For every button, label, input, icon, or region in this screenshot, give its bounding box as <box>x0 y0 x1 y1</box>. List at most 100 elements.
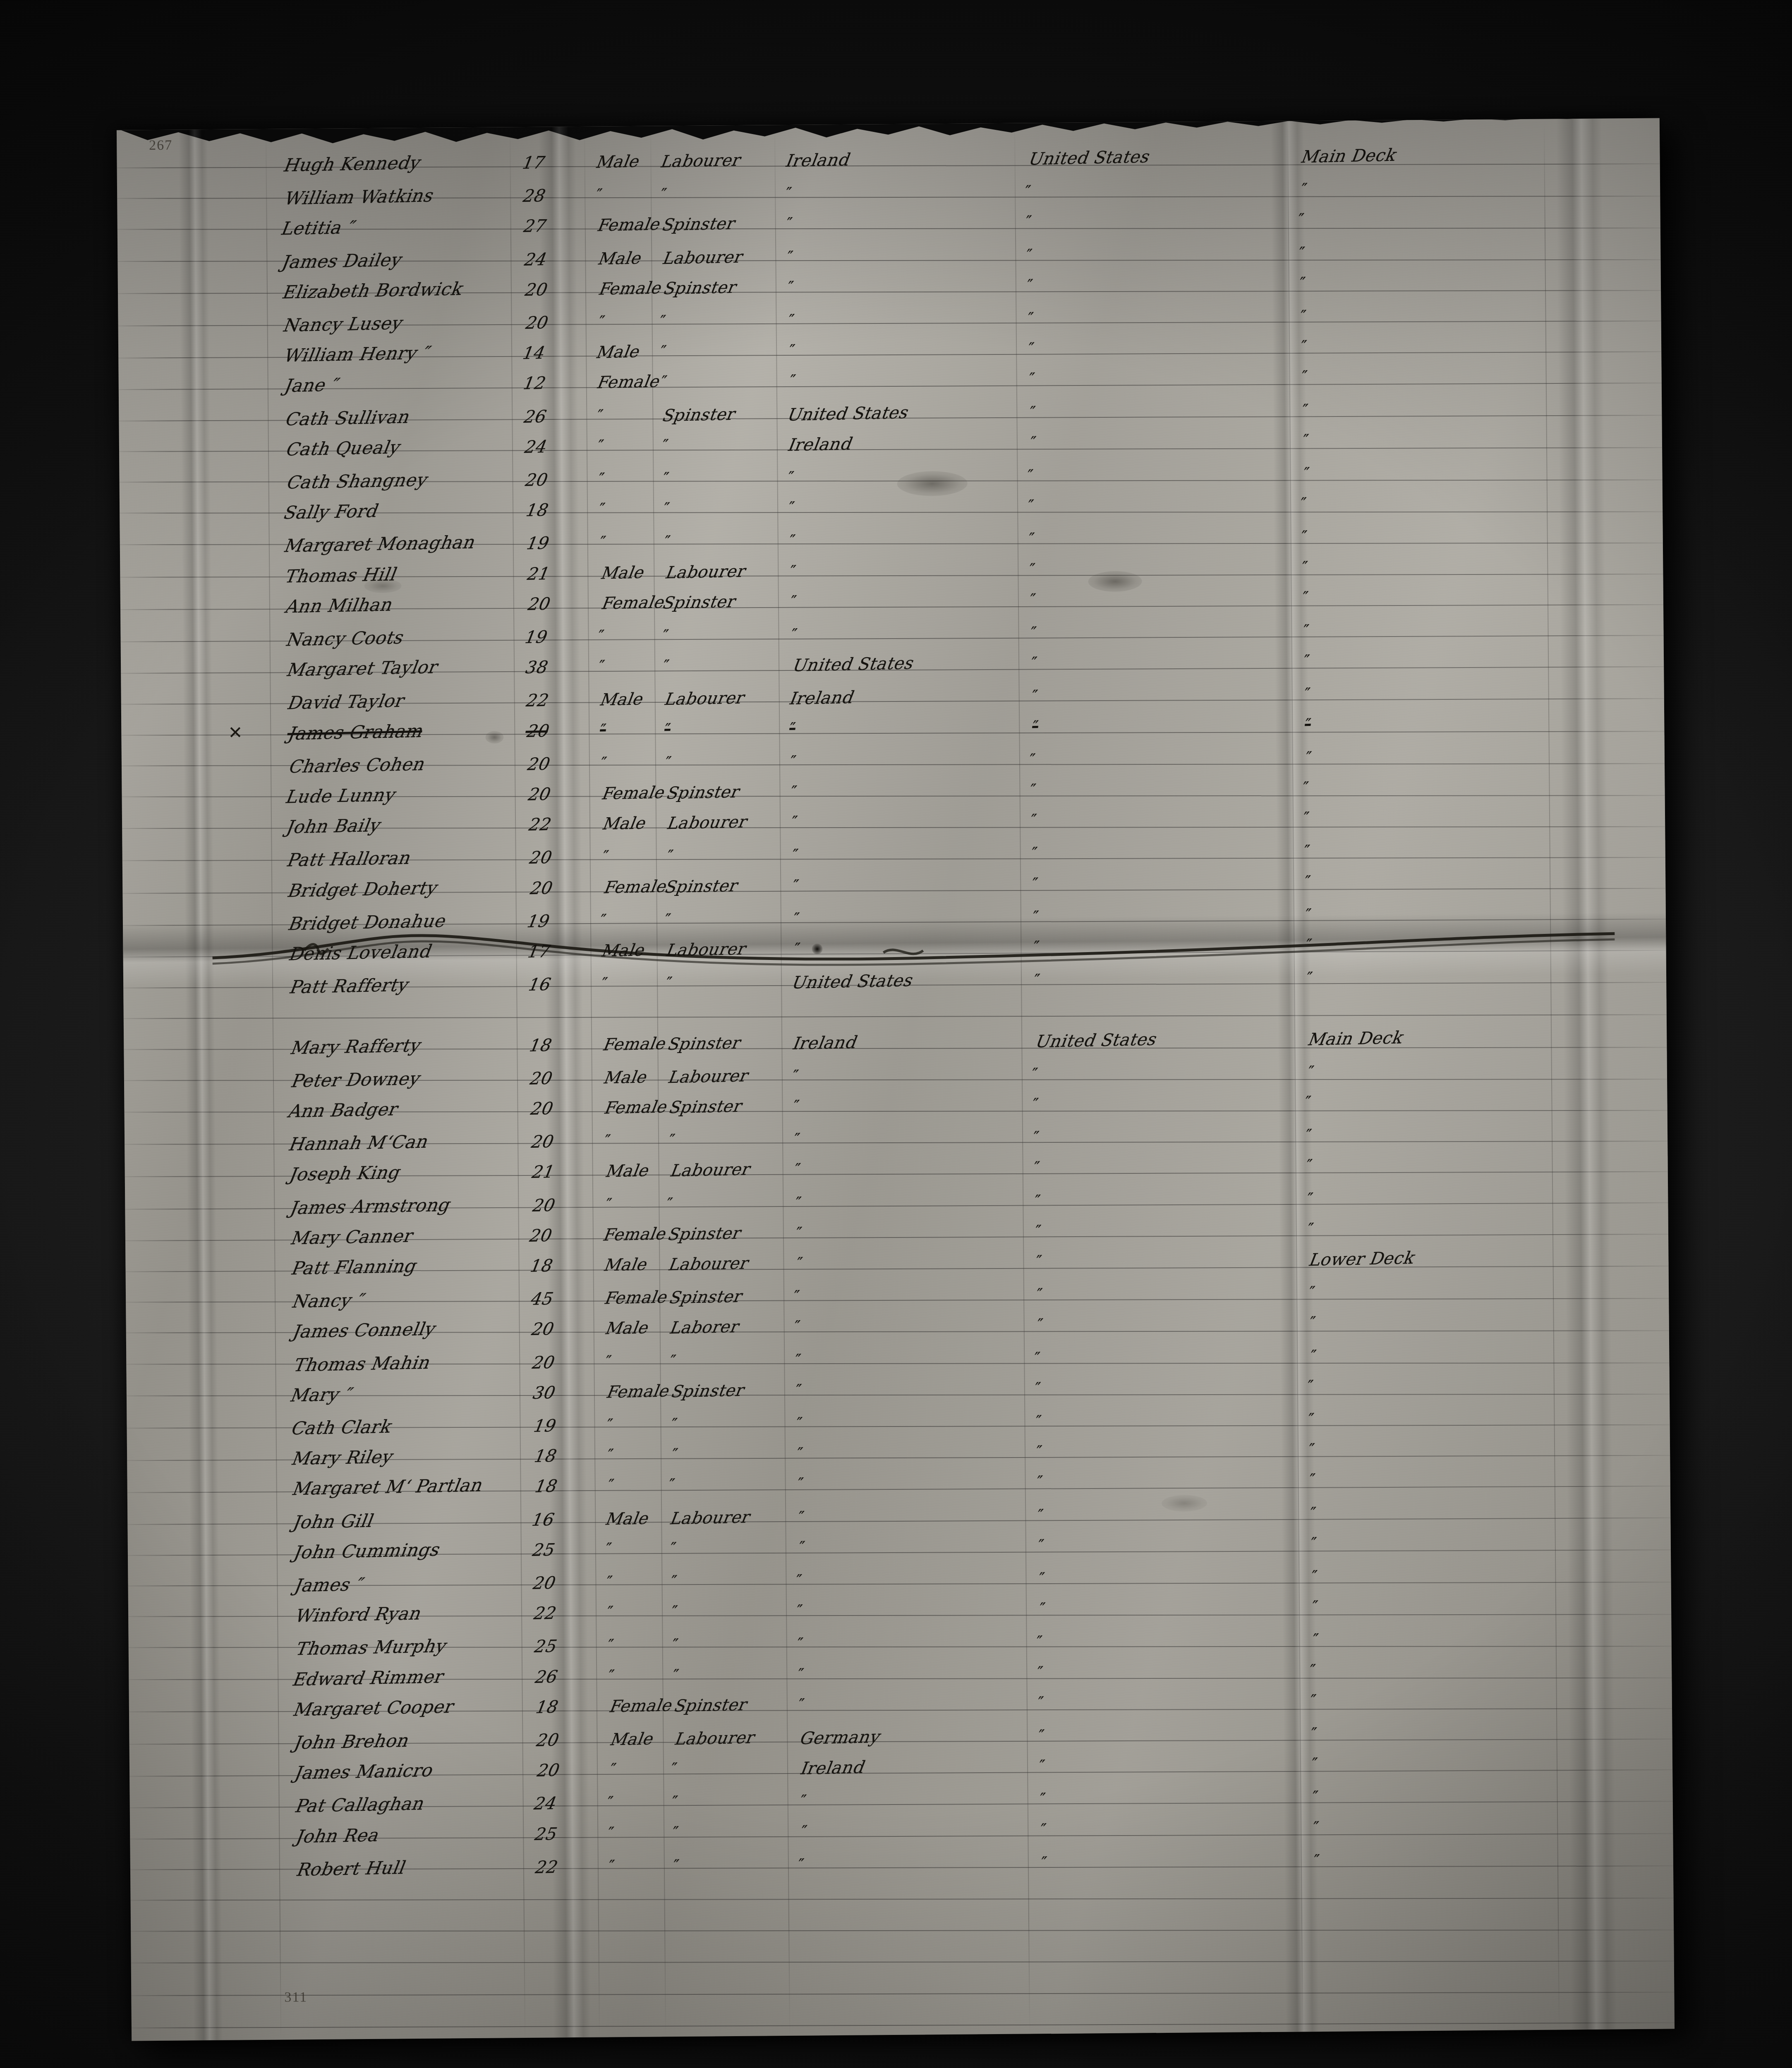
cell-name: Peter Downey <box>289 1068 420 1091</box>
cell-sex: Male <box>604 1508 649 1528</box>
cell-name: Margaret Taylor <box>285 656 438 680</box>
cell-sex: ″ <box>597 469 606 488</box>
cell-sex: Female <box>601 1224 666 1244</box>
cell-country: ″ <box>792 1287 800 1305</box>
cell-country: ″ <box>800 1822 808 1840</box>
cell-deck: ″ <box>1304 1093 1312 1111</box>
cell-destination: ″ <box>1030 653 1038 672</box>
cell-deck: ″ <box>1309 1346 1317 1364</box>
cell-age: 28 <box>520 186 545 206</box>
cell-destination: ″ <box>1027 339 1035 357</box>
cell-name: Robert Hull <box>295 1857 405 1880</box>
cell-country: ″ <box>790 783 798 801</box>
cell-age: 26 <box>522 406 546 426</box>
vertical-crease-far <box>1556 119 1617 2030</box>
cell-country: ″ <box>797 1508 805 1526</box>
manifest-row: James Dailey24MaleLabourer″″″ <box>117 254 1660 266</box>
cell-age: 16 <box>526 974 551 995</box>
cell-sex: ″ <box>607 1666 615 1685</box>
manifest-row: Nancy Coots19″″″″″ <box>121 632 1664 644</box>
ruled-line <box>119 1961 1675 1964</box>
manifest-row: Charles Cohen20″″″″″ <box>122 758 1665 770</box>
cell-name: James Graham <box>286 720 424 744</box>
cell-country: ″ <box>795 1223 803 1242</box>
cell-country: ″ <box>795 1444 804 1462</box>
cell-name: James Dailey <box>280 249 402 272</box>
manifest-row: Lude Lunny20FemaleSpinster″″″ <box>122 790 1665 802</box>
manifest-row: Mary ″30FemaleSpinster″″″ <box>127 1388 1670 1400</box>
cell-country: ″ <box>797 1695 805 1713</box>
cell-destination: ″ <box>1033 1349 1041 1367</box>
cell-country: ″ <box>790 813 798 831</box>
cell-sex: Female <box>600 592 665 613</box>
cell-occupation: ″ <box>661 626 670 644</box>
cell-sex: Female <box>605 1381 670 1401</box>
cell-country: ″ <box>792 909 800 927</box>
cell-deck: ″ <box>1308 1503 1317 1522</box>
cell-age: 20 <box>529 1132 553 1152</box>
cell-age: 20 <box>530 1352 555 1372</box>
manifest-row: James ″20″″″″″ <box>128 1577 1671 1589</box>
cell-country: ″ <box>791 846 799 864</box>
cell-sex: Female <box>596 215 661 235</box>
cell-age: 22 <box>524 690 549 711</box>
cell-country: ″ <box>787 498 795 517</box>
cell-deck: ″ <box>1301 588 1309 606</box>
cell-deck: ″ <box>1302 809 1310 827</box>
cell-deck: ″ <box>1307 1410 1315 1428</box>
cell-sex: ″ <box>606 1636 615 1654</box>
cell-deck: ″ <box>1306 1220 1315 1238</box>
cell-destination: United States <box>1033 1029 1157 1051</box>
cell-country: ″ <box>788 719 796 737</box>
cell-name: Letitia ″ <box>279 217 355 239</box>
cell-age: 24 <box>532 1793 556 1814</box>
cell-country: ″ <box>793 940 801 958</box>
cell-age: 20 <box>527 1225 552 1246</box>
manifest-row: John Gill16MaleLabourer″″″ <box>127 1515 1670 1527</box>
cell-occupation: Labourer <box>659 150 741 171</box>
cell-deck: ″ <box>1298 243 1306 261</box>
cell-deck: ″ <box>1309 1534 1318 1552</box>
strikeout-x-mark: ✕ <box>228 722 243 742</box>
ruled-line <box>117 1014 1675 1019</box>
ink-smudge-e <box>1162 1495 1207 1512</box>
cell-deck: ″ <box>1301 431 1310 449</box>
column-rule <box>1287 121 1303 2032</box>
cell-sex: Male <box>602 1254 648 1274</box>
cell-deck: ″ <box>1299 494 1307 512</box>
cell-occupation: Labourer <box>668 1507 750 1528</box>
cell-deck: ″ <box>1307 1440 1315 1458</box>
cell-sex: ″ <box>600 974 609 992</box>
cell-destination: ″ <box>1040 1853 1048 1872</box>
cell-age: 25 <box>532 1824 557 1844</box>
cell-destination: ″ <box>1035 1252 1043 1270</box>
cell-deck: ″ <box>1308 1661 1316 1679</box>
cell-deck: ″ <box>1308 1470 1316 1489</box>
manifest-row: Patt Flanning18MaleLabourer″″Lower Deck <box>126 1262 1669 1274</box>
cell-sex: ″ <box>597 627 605 645</box>
cell-deck: ″ <box>1310 1567 1318 1585</box>
cell-age: 19 <box>525 911 549 931</box>
cell-occupation: ″ <box>659 342 667 360</box>
cell-country: ″ <box>785 214 793 232</box>
cell-deck: ″ <box>1310 1597 1319 1616</box>
manifest-row: John Baily22MaleLabourer″″″ <box>122 821 1665 833</box>
cell-name: Jane ″ <box>283 374 339 396</box>
cell-occupation: Laborer <box>668 1317 739 1337</box>
cell-country: ″ <box>794 1381 803 1399</box>
cell-sex: Male <box>598 689 644 709</box>
cell-name: Hannah M‘Can <box>287 1131 428 1155</box>
cell-occupation: ″ <box>670 1602 678 1620</box>
cell-sex: ″ <box>603 1131 611 1149</box>
manifest-row: James Connelly20MaleLaborer″″″ <box>126 1326 1669 1338</box>
cell-sex: ″ <box>605 1573 613 1591</box>
cell-occupation: ″ <box>671 1666 680 1684</box>
cell-destination: ″ <box>1039 1820 1047 1838</box>
cell-age: 18 <box>523 500 548 520</box>
ruled-line <box>119 1991 1675 1996</box>
cell-age: 18 <box>527 1035 552 1055</box>
cell-deck: ″ <box>1303 715 1312 733</box>
cell-country: United States <box>791 653 914 675</box>
cell-age: 19 <box>522 627 547 647</box>
column-rule <box>1014 123 1030 2034</box>
